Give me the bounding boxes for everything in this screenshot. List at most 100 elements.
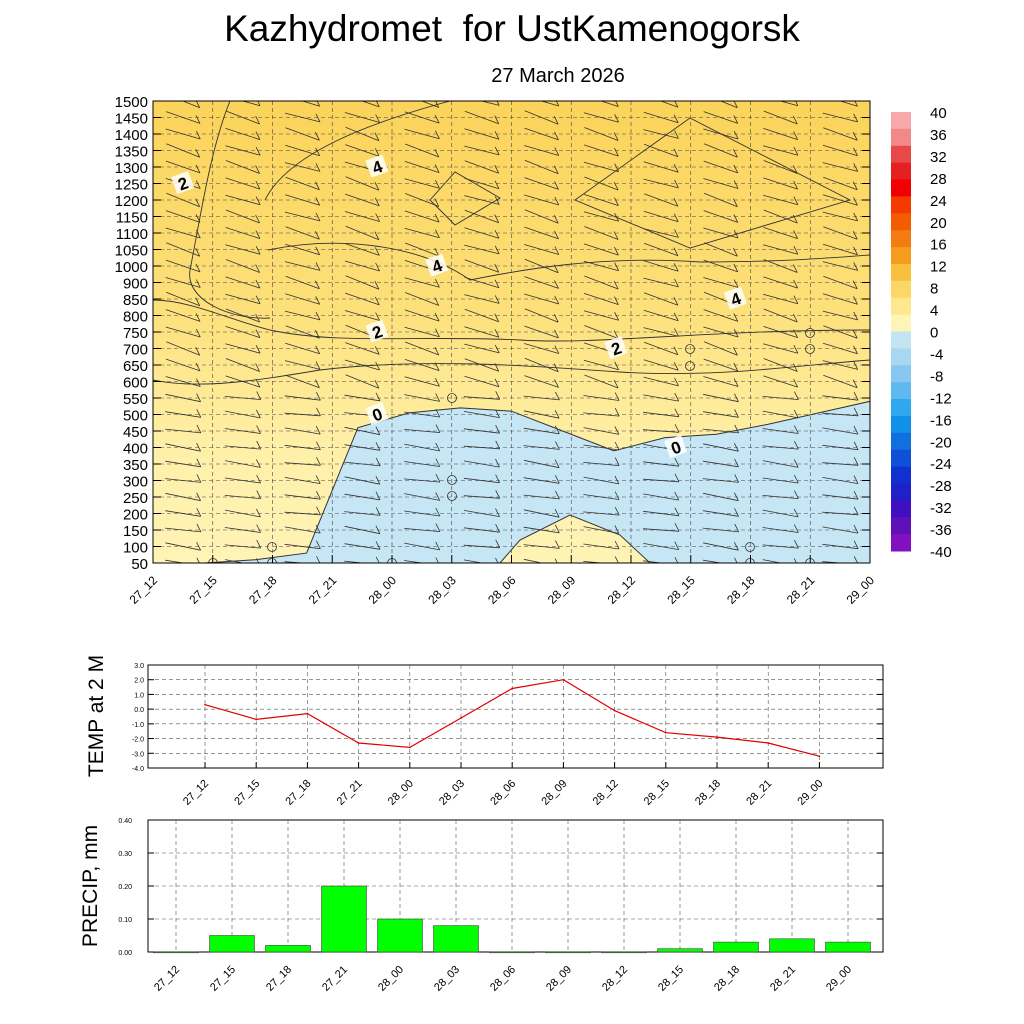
wind-barb-flag	[495, 458, 500, 468]
wind-barb-flag	[613, 280, 619, 290]
wind-barb-flag	[614, 246, 619, 256]
x-tick-label: 28_09	[544, 964, 574, 994]
wind-barb-flag	[435, 507, 441, 517]
wind-barb-flag	[315, 379, 320, 388]
wind-barb	[703, 492, 739, 502]
wind-barb-flag	[673, 362, 679, 371]
wind-barb	[822, 511, 859, 516]
wind-barb-flag	[255, 180, 261, 190]
wind-barb-flag	[196, 393, 201, 402]
colorbar-swatch	[891, 432, 911, 451]
wind-barb	[344, 476, 380, 485]
wind-barb	[583, 494, 620, 500]
wind-barb	[762, 194, 799, 206]
wind-barb-flag	[853, 163, 859, 172]
wind-barb	[420, 101, 439, 108]
wind-barb	[703, 542, 739, 551]
y-tick-label: 450	[123, 424, 148, 441]
y-tick-label: 1300	[115, 160, 148, 177]
wind-barb-flag	[435, 557, 439, 563]
wind-barb	[404, 443, 440, 452]
wind-barb-flag	[674, 523, 680, 532]
wind-barb-flag	[315, 345, 321, 354]
wind-barb-flag	[255, 147, 261, 156]
wind-barb-flag	[854, 101, 858, 107]
wind-barb	[763, 227, 798, 239]
wind-barb	[404, 210, 440, 223]
wind-barb-flag	[792, 363, 798, 372]
wind-barb-flag	[374, 182, 380, 191]
wind-barb	[703, 326, 739, 338]
wind-barb	[404, 394, 440, 402]
wind-barb-flag	[853, 262, 859, 271]
wind-barb	[285, 275, 320, 290]
wind-barb	[703, 277, 739, 288]
wind-barb	[763, 308, 798, 323]
colorbar-swatch	[891, 517, 911, 535]
colorbar-label: 36	[930, 127, 947, 144]
wind-barb	[524, 258, 559, 274]
wind-barb-flag	[614, 506, 620, 516]
wind-barb-flag	[853, 212, 859, 222]
wind-barb	[405, 292, 439, 306]
wind-barb-flag	[734, 523, 740, 533]
wind-barb	[763, 276, 798, 289]
wind-barb	[404, 309, 440, 322]
wind-barb-flag	[734, 492, 739, 501]
wind-barb-flag	[734, 409, 739, 418]
wind-barb-flag	[195, 229, 201, 239]
wind-barb-flag	[614, 540, 620, 550]
wind-barb	[225, 259, 260, 273]
x-tick-label: 28_03	[437, 778, 467, 808]
wind-barb	[404, 560, 425, 563]
x-tick-label: 27_21	[320, 964, 350, 994]
wind-barb-flag	[792, 214, 798, 224]
colorbar-label: -32	[930, 500, 952, 517]
wind-barb-flag	[196, 492, 201, 501]
wind-barb-flag	[554, 379, 559, 388]
wind-barb-flag	[674, 507, 680, 516]
wind-barb-flag	[793, 345, 799, 354]
wind-barb-flag	[195, 180, 201, 189]
temp-point	[664, 731, 667, 734]
main-y-axis: 1500145014001350130012501200115011001050…	[115, 94, 870, 573]
colorbar-label: 16	[930, 237, 947, 254]
wind-barb	[225, 194, 261, 206]
wind-barb	[404, 411, 440, 418]
colorbar-swatch	[891, 415, 911, 434]
wind-barb-flag	[316, 457, 321, 466]
wind-barb-flag	[494, 313, 500, 322]
wind-barb	[523, 526, 560, 534]
x-tick-label: 27_12	[127, 573, 161, 607]
wind-barb-flag	[614, 441, 620, 451]
colorbar-label: 40	[930, 105, 947, 122]
wind-barb	[404, 178, 440, 189]
wind-barb	[361, 101, 380, 108]
x-tick-label: 27_15	[232, 778, 262, 808]
wind-barb-flag	[853, 147, 858, 156]
wind-barb-flag	[255, 295, 261, 304]
wind-barb-flag	[196, 443, 201, 452]
temp-point	[306, 712, 309, 715]
wind-barb-flag	[494, 279, 500, 288]
wind-barb-flag	[195, 198, 201, 207]
wind-barb-flag	[674, 541, 680, 550]
wind-barb-flag	[673, 297, 679, 306]
wind-barb-flag	[555, 441, 560, 450]
wind-barb-flag	[196, 523, 202, 533]
wind-barb	[524, 357, 559, 373]
y-tick-label: 250	[123, 490, 148, 507]
wind-barb	[584, 176, 619, 191]
wind-barb	[822, 144, 858, 157]
wind-barb-flag	[615, 101, 619, 107]
wind-barb-flag	[673, 213, 679, 222]
wind-barb-flag	[375, 312, 380, 321]
wind-barb-flag	[196, 508, 202, 517]
wind-barb	[285, 293, 320, 305]
wind-barb-flag	[315, 262, 321, 271]
wind-barb	[583, 427, 619, 435]
wind-barb	[703, 227, 739, 239]
y-tick-label: -1.0	[132, 722, 144, 729]
wind-barb	[284, 462, 321, 466]
wind-barb-flag	[853, 407, 859, 416]
